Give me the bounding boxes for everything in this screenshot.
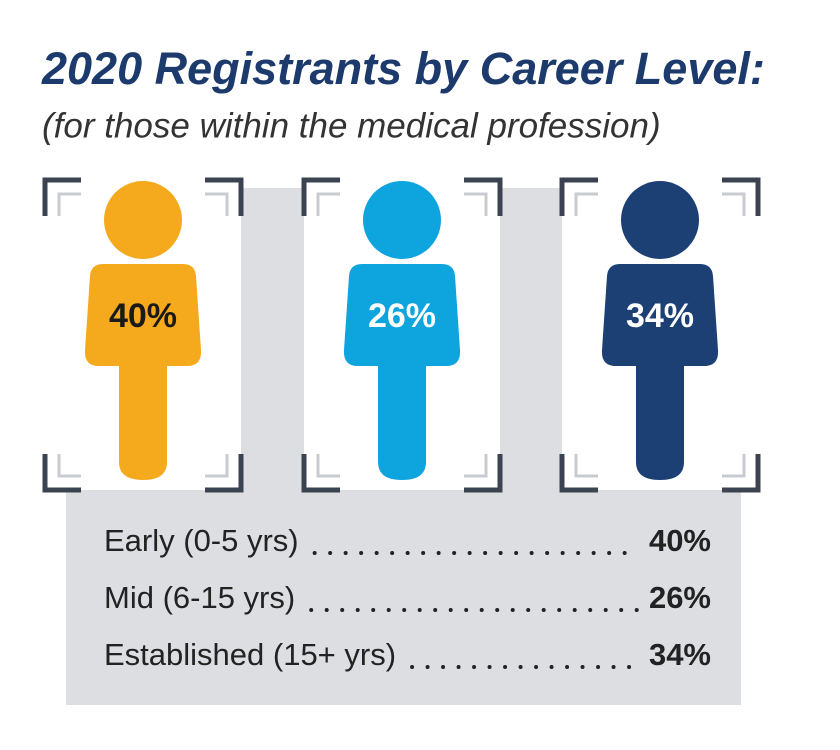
bracket [722,454,746,478]
legend-value: 26% [649,580,711,615]
person-head [363,181,441,259]
person-head [104,181,182,259]
subtitle: (for those within the medical profession… [42,106,661,145]
bracket [464,454,503,493]
bracket [722,454,761,493]
bracket [316,192,340,216]
figure-percent: 40% [109,297,177,335]
legend-label: Early (0-5 yrs) [104,523,299,558]
bracket [722,192,746,216]
bracket [301,454,340,493]
person-body [84,264,202,480]
bracket [301,177,340,216]
person-body [601,264,719,480]
bracket [464,192,488,216]
bracket [464,454,488,478]
bracket [205,454,244,493]
bracket [57,192,81,216]
bracket [316,454,340,478]
figure-percent: 34% [626,297,694,335]
legend-label: Mid (6-15 yrs) [104,580,295,615]
legend-value: 34% [649,637,711,672]
person-body [343,264,461,480]
bracket [574,192,598,216]
bracket [559,177,598,216]
bracket [205,177,244,216]
bracket [205,192,229,216]
legend-value: 40% [649,523,711,558]
figure-percent: 26% [368,297,436,335]
bracket [205,454,229,478]
bracket [57,454,81,478]
bracket [42,454,81,493]
bracket [574,454,598,478]
bracket [464,177,503,216]
bracket [722,177,761,216]
person-head [621,181,699,259]
bracket [559,454,598,493]
bracket [42,177,81,216]
legend-label: Established (15+ yrs) [104,637,396,672]
title: 2020 Registrants by Career Level: [41,43,765,94]
